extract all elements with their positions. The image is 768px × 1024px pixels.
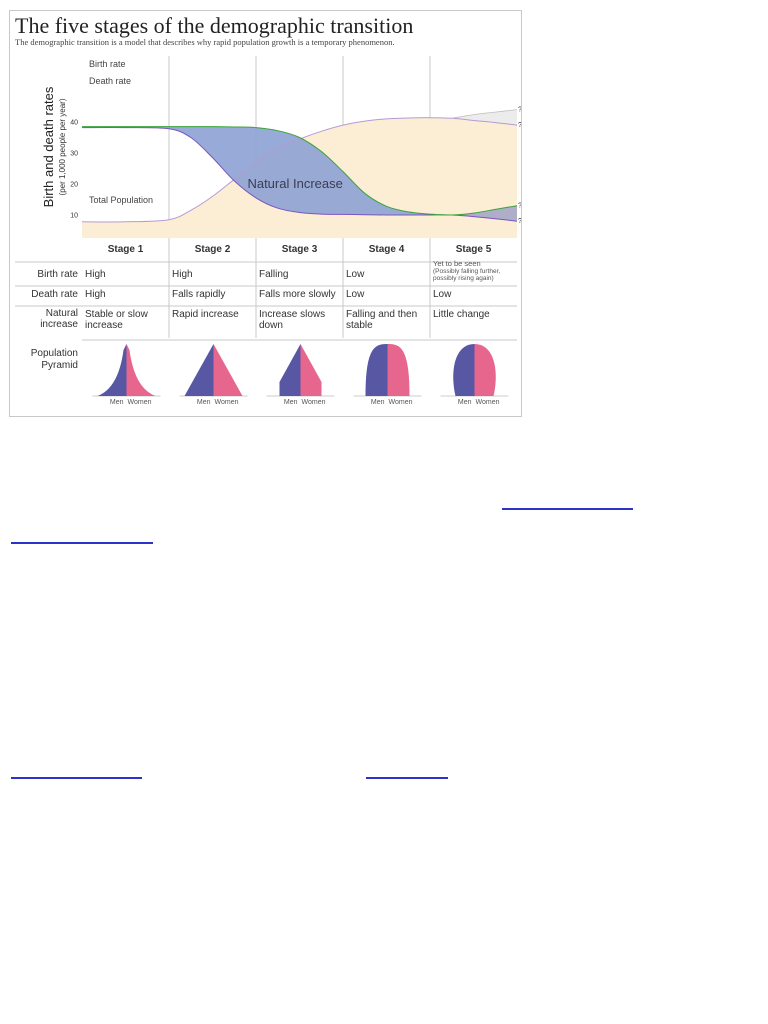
- table-cell: Increase slows: [259, 309, 325, 320]
- pyramid-men-label: Men: [371, 399, 385, 406]
- demographic-transition-figure: The five stages of the demographic trans…: [9, 10, 522, 417]
- pyramid-men-label: Men: [197, 399, 211, 406]
- uncertain-population-area: [451, 109, 517, 126]
- table-cell: Low: [346, 269, 365, 280]
- y-tick-label: 40: [70, 120, 78, 127]
- table-cell: High: [85, 269, 106, 280]
- pyramid-women: [474, 344, 496, 396]
- table-cell: Little change: [433, 309, 490, 320]
- pyramid-men-label: Men: [110, 399, 124, 406]
- table-cell: down: [259, 320, 283, 331]
- stage-header: Stage 5: [456, 244, 492, 255]
- hyperlink-underline[interactable]: [502, 508, 633, 510]
- row-label-natural-increase: Natural: [46, 308, 78, 319]
- pyramid-women: [213, 344, 243, 396]
- hyperlink-underline[interactable]: [366, 777, 448, 779]
- row-label-birth-rate: Birth rate: [37, 269, 78, 280]
- row-label-natural-increase: increase: [40, 319, 78, 330]
- birth-rate-line: [82, 126, 518, 216]
- table-cell: Falls more slowly: [259, 289, 336, 300]
- pyramid-women: [300, 344, 322, 396]
- pyramid-women: [387, 344, 410, 396]
- death-rate-label: Death rate: [89, 76, 131, 86]
- pyramid-row-label: Pyramid: [41, 360, 78, 371]
- pyramid-men: [453, 344, 475, 396]
- natural-increase-area: [82, 126, 517, 222]
- population-rising-line: [451, 109, 518, 119]
- hyperlink-underline[interactable]: [11, 542, 153, 544]
- table-cell: possibly rising again): [433, 275, 494, 282]
- pyramid-men: [279, 344, 301, 396]
- natural-increase-label: Natural Increase: [247, 176, 342, 191]
- table-cell: (Possibly falling further,: [433, 268, 500, 275]
- stage5-divergence-area: [451, 205, 517, 222]
- pyramid-men: [365, 344, 388, 396]
- stage-header: Stage 1: [108, 244, 144, 255]
- pyramid-row-label: Population: [31, 348, 78, 359]
- pyramid-men: [97, 344, 127, 396]
- table-cell: Rapid increase: [172, 309, 239, 320]
- uncertainty-mark: ?: [518, 107, 522, 114]
- stage-header: Stage 2: [195, 244, 231, 255]
- table-cell: increase: [85, 320, 123, 331]
- table-cell: Low: [346, 289, 365, 300]
- table-cell: Stable or slow: [85, 309, 149, 320]
- pyramid-women-label: Women: [389, 399, 413, 406]
- table-cell: Yet to be seen: [433, 259, 481, 268]
- pyramid-men: [184, 344, 214, 396]
- table-cell: Falls rapidly: [172, 289, 225, 300]
- table-cell: Low: [433, 289, 452, 300]
- pyramid-men-label: Men: [284, 399, 298, 406]
- pyramid-women: [126, 344, 156, 396]
- chart-title: The five stages of the demographic trans…: [15, 13, 413, 38]
- uncertainty-mark: ?: [518, 122, 522, 129]
- row-label-death-rate: Death rate: [31, 289, 78, 300]
- table-cell: High: [85, 289, 106, 300]
- stage-header: Stage 3: [282, 244, 318, 255]
- total-population-label: Total Population: [89, 195, 153, 205]
- stage-header: Stage 4: [369, 244, 405, 255]
- chart-svg: The five stages of the demographic trans…: [15, 13, 522, 406]
- table-cell: stable: [346, 320, 373, 331]
- pyramid-men-label: Men: [458, 399, 472, 406]
- y-tick-label: 20: [70, 182, 78, 189]
- y-tick-label: 30: [70, 151, 78, 158]
- birth-rate-label: Birth rate: [89, 59, 126, 69]
- y-axis-sublabel: (per 1,000 people per year): [58, 98, 67, 195]
- pyramid-women-label: Women: [476, 399, 500, 406]
- table-cell: High: [172, 269, 193, 280]
- y-axis-label: Birth and death rates: [41, 86, 56, 207]
- table-cell: Falling and then: [346, 309, 417, 320]
- table-cell: Falling: [259, 269, 288, 280]
- hyperlink-underline[interactable]: [11, 777, 142, 779]
- pyramid-women-label: Women: [302, 399, 326, 406]
- uncertainty-mark: ?: [518, 218, 522, 225]
- pyramid-women-label: Women: [215, 399, 239, 406]
- chart-subtitle: The demographic transition is a model th…: [15, 37, 395, 47]
- uncertainty-mark: ?: [518, 203, 522, 210]
- pyramid-women-label: Women: [128, 399, 152, 406]
- y-tick-label: 10: [70, 213, 78, 220]
